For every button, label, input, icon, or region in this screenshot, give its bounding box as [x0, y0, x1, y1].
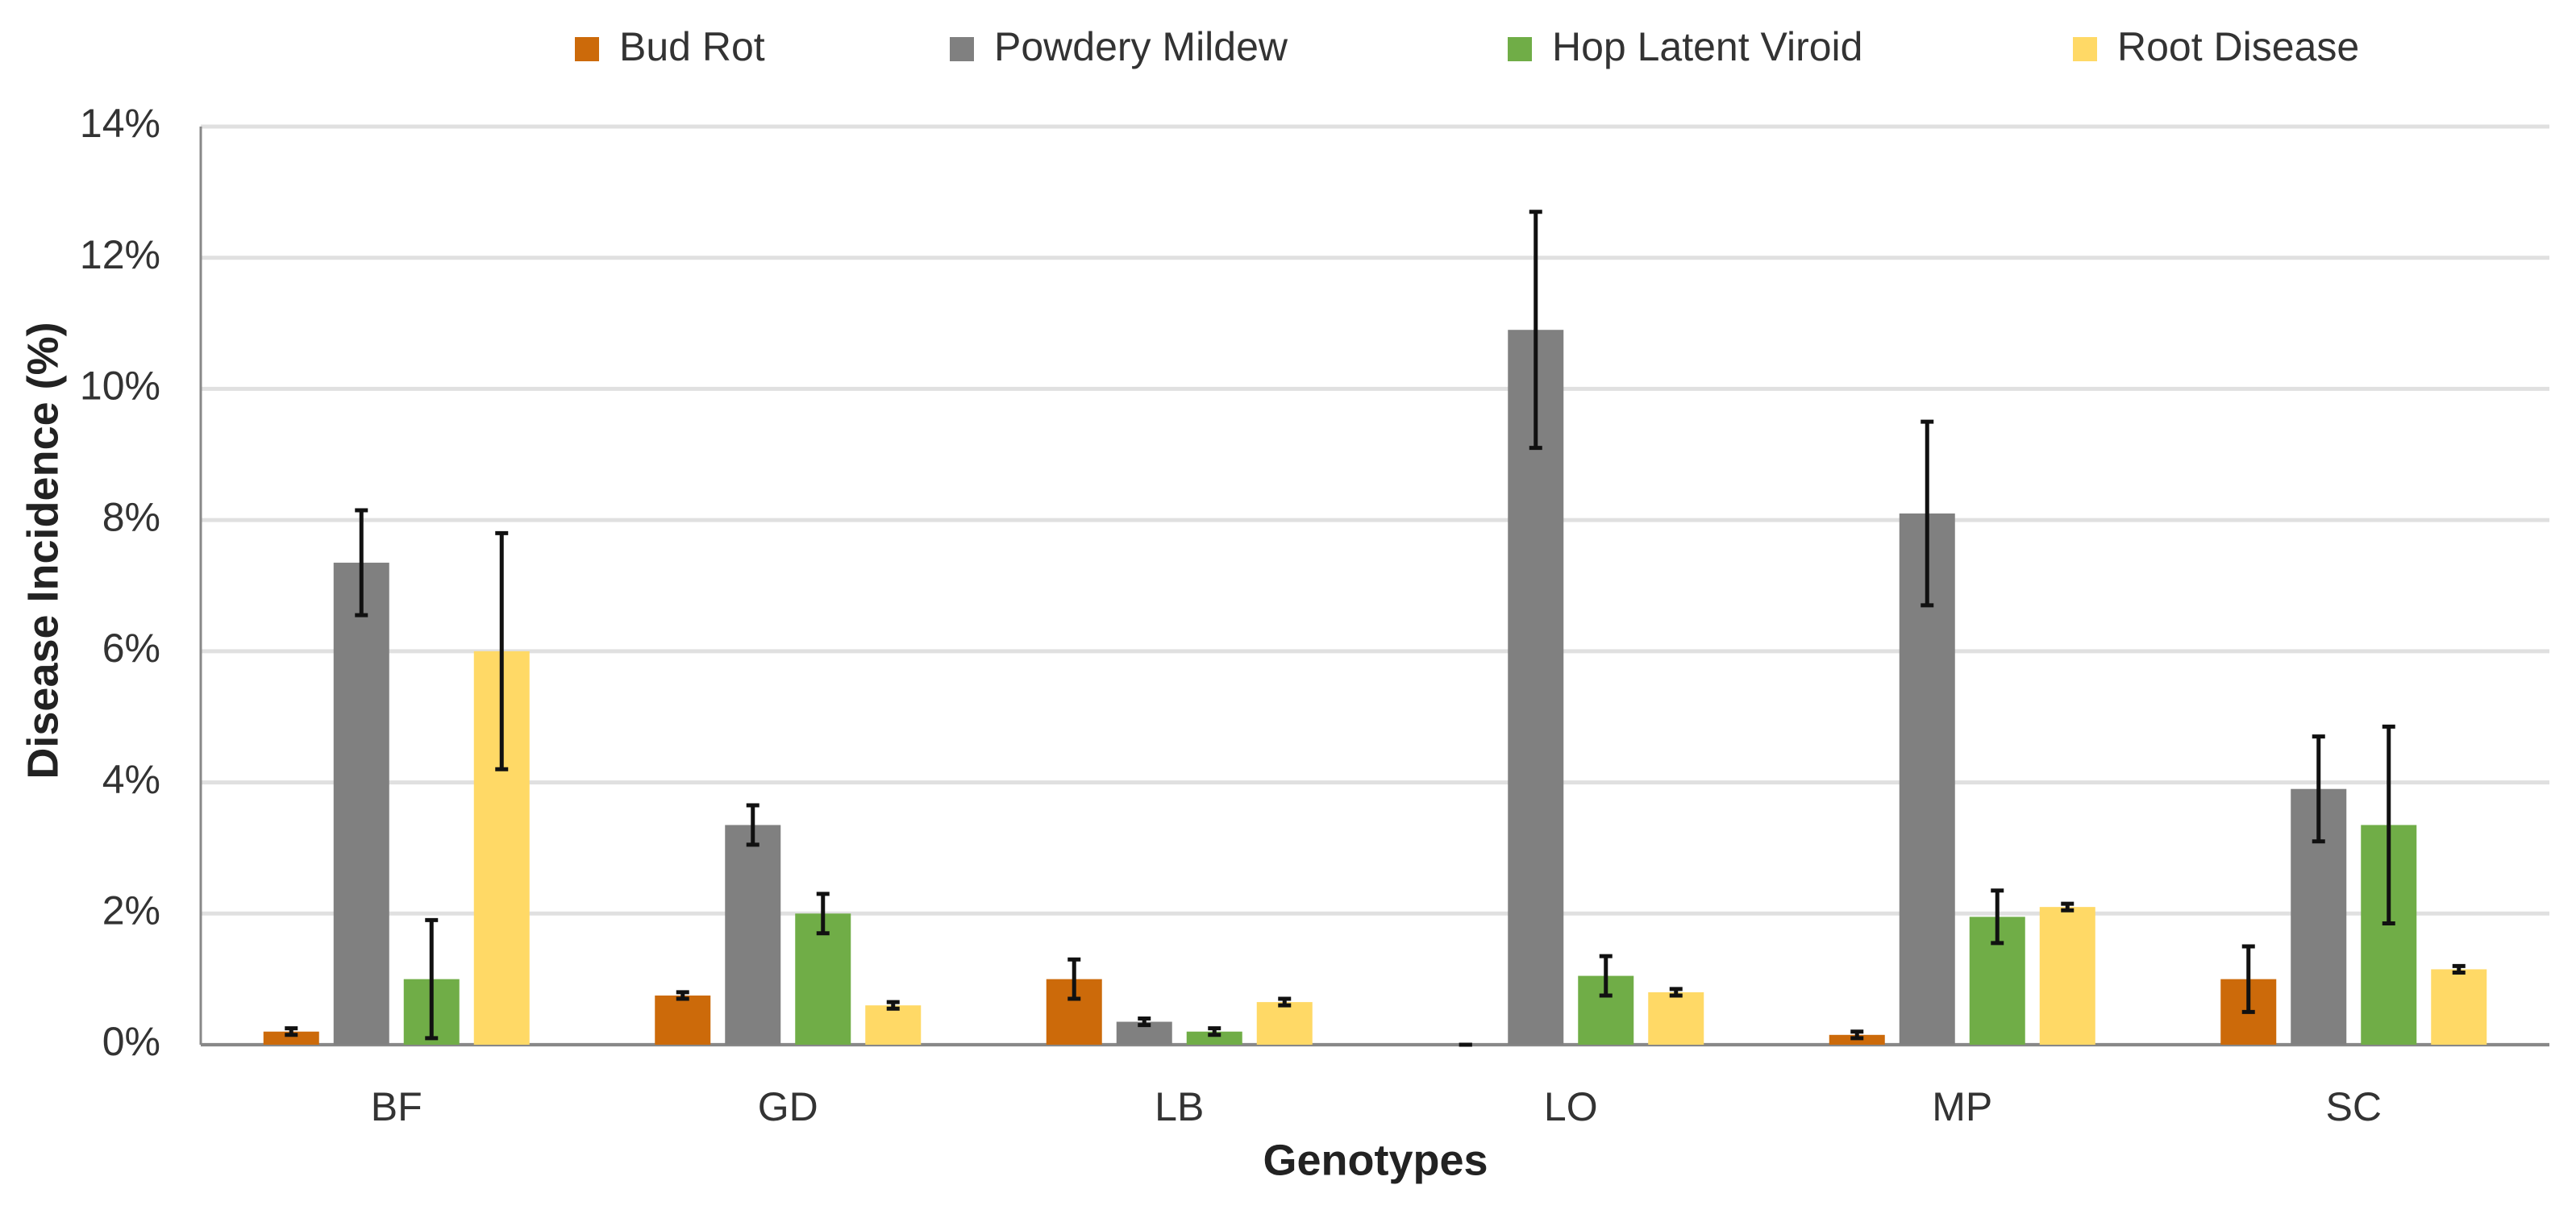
x-tick-label: LO: [1544, 1084, 1598, 1129]
error-bar: [1278, 996, 1292, 1008]
error-bar: [2382, 724, 2395, 925]
y-tick-label: 8%: [102, 494, 160, 539]
error-bar: [355, 508, 368, 617]
x-tick-label: BF: [371, 1084, 422, 1129]
bar: [1186, 1031, 1242, 1045]
x-tick-label: LB: [1155, 1084, 1204, 1129]
error-bar: [495, 530, 509, 771]
error-bar: [1850, 1029, 1864, 1041]
y-tick-label: 6%: [102, 626, 160, 671]
y-tick-label: 14%: [80, 101, 160, 146]
error-bar: [816, 892, 830, 936]
x-axis-title: Genotypes: [1263, 1136, 1488, 1184]
error-bar: [2452, 963, 2466, 975]
legend-label: Bud Rot: [619, 24, 765, 69]
error-bar: [1529, 210, 1542, 451]
error-bar: [1599, 954, 1613, 998]
y-tick-label: 4%: [102, 757, 160, 802]
legend-swatch: [950, 37, 974, 61]
error-bar: [2312, 734, 2325, 844]
legend-swatch: [2073, 37, 2097, 61]
error-bar: [746, 803, 759, 847]
y-axis-title: Disease Incidence (%): [19, 322, 67, 779]
error-bar: [425, 917, 439, 1041]
error-bar: [1921, 419, 1934, 608]
error-bar: [1138, 1016, 1151, 1028]
bar: [1256, 1002, 1313, 1045]
bar: [263, 1031, 319, 1045]
legend-label: Root Disease: [2117, 24, 2359, 69]
error-bar: [1991, 888, 2004, 946]
error-bar: [2241, 944, 2255, 1014]
bar: [333, 563, 389, 1045]
x-tick-label: GD: [758, 1084, 818, 1129]
bar: [725, 825, 781, 1045]
bar: [655, 995, 711, 1045]
error-bar: [676, 990, 689, 1001]
legend-label: Powdery Mildew: [994, 24, 1288, 69]
error-bar: [1067, 957, 1081, 1001]
bar: [795, 913, 851, 1045]
y-tick-label: 10%: [80, 364, 160, 409]
bar: [2431, 969, 2487, 1045]
y-tick-label: 0%: [102, 1019, 160, 1064]
y-tick-label: 12%: [80, 232, 160, 277]
legend-label: Hop Latent Viroid: [1552, 24, 1862, 69]
error-bar: [2061, 901, 2075, 913]
error-bar: [285, 1026, 298, 1037]
x-tick-label: SC: [2326, 1084, 2382, 1129]
legend-swatch: [1508, 37, 1532, 61]
y-tick-label: 2%: [102, 888, 160, 933]
error-bar: [1208, 1026, 1221, 1037]
bar: [865, 1005, 922, 1045]
legend-swatch: [575, 37, 599, 61]
x-tick-label: MP: [1932, 1084, 1992, 1129]
bar: [2039, 907, 2095, 1045]
bar: [1648, 992, 1704, 1045]
error-bar: [886, 1000, 900, 1011]
error-bar: [1669, 987, 1683, 998]
